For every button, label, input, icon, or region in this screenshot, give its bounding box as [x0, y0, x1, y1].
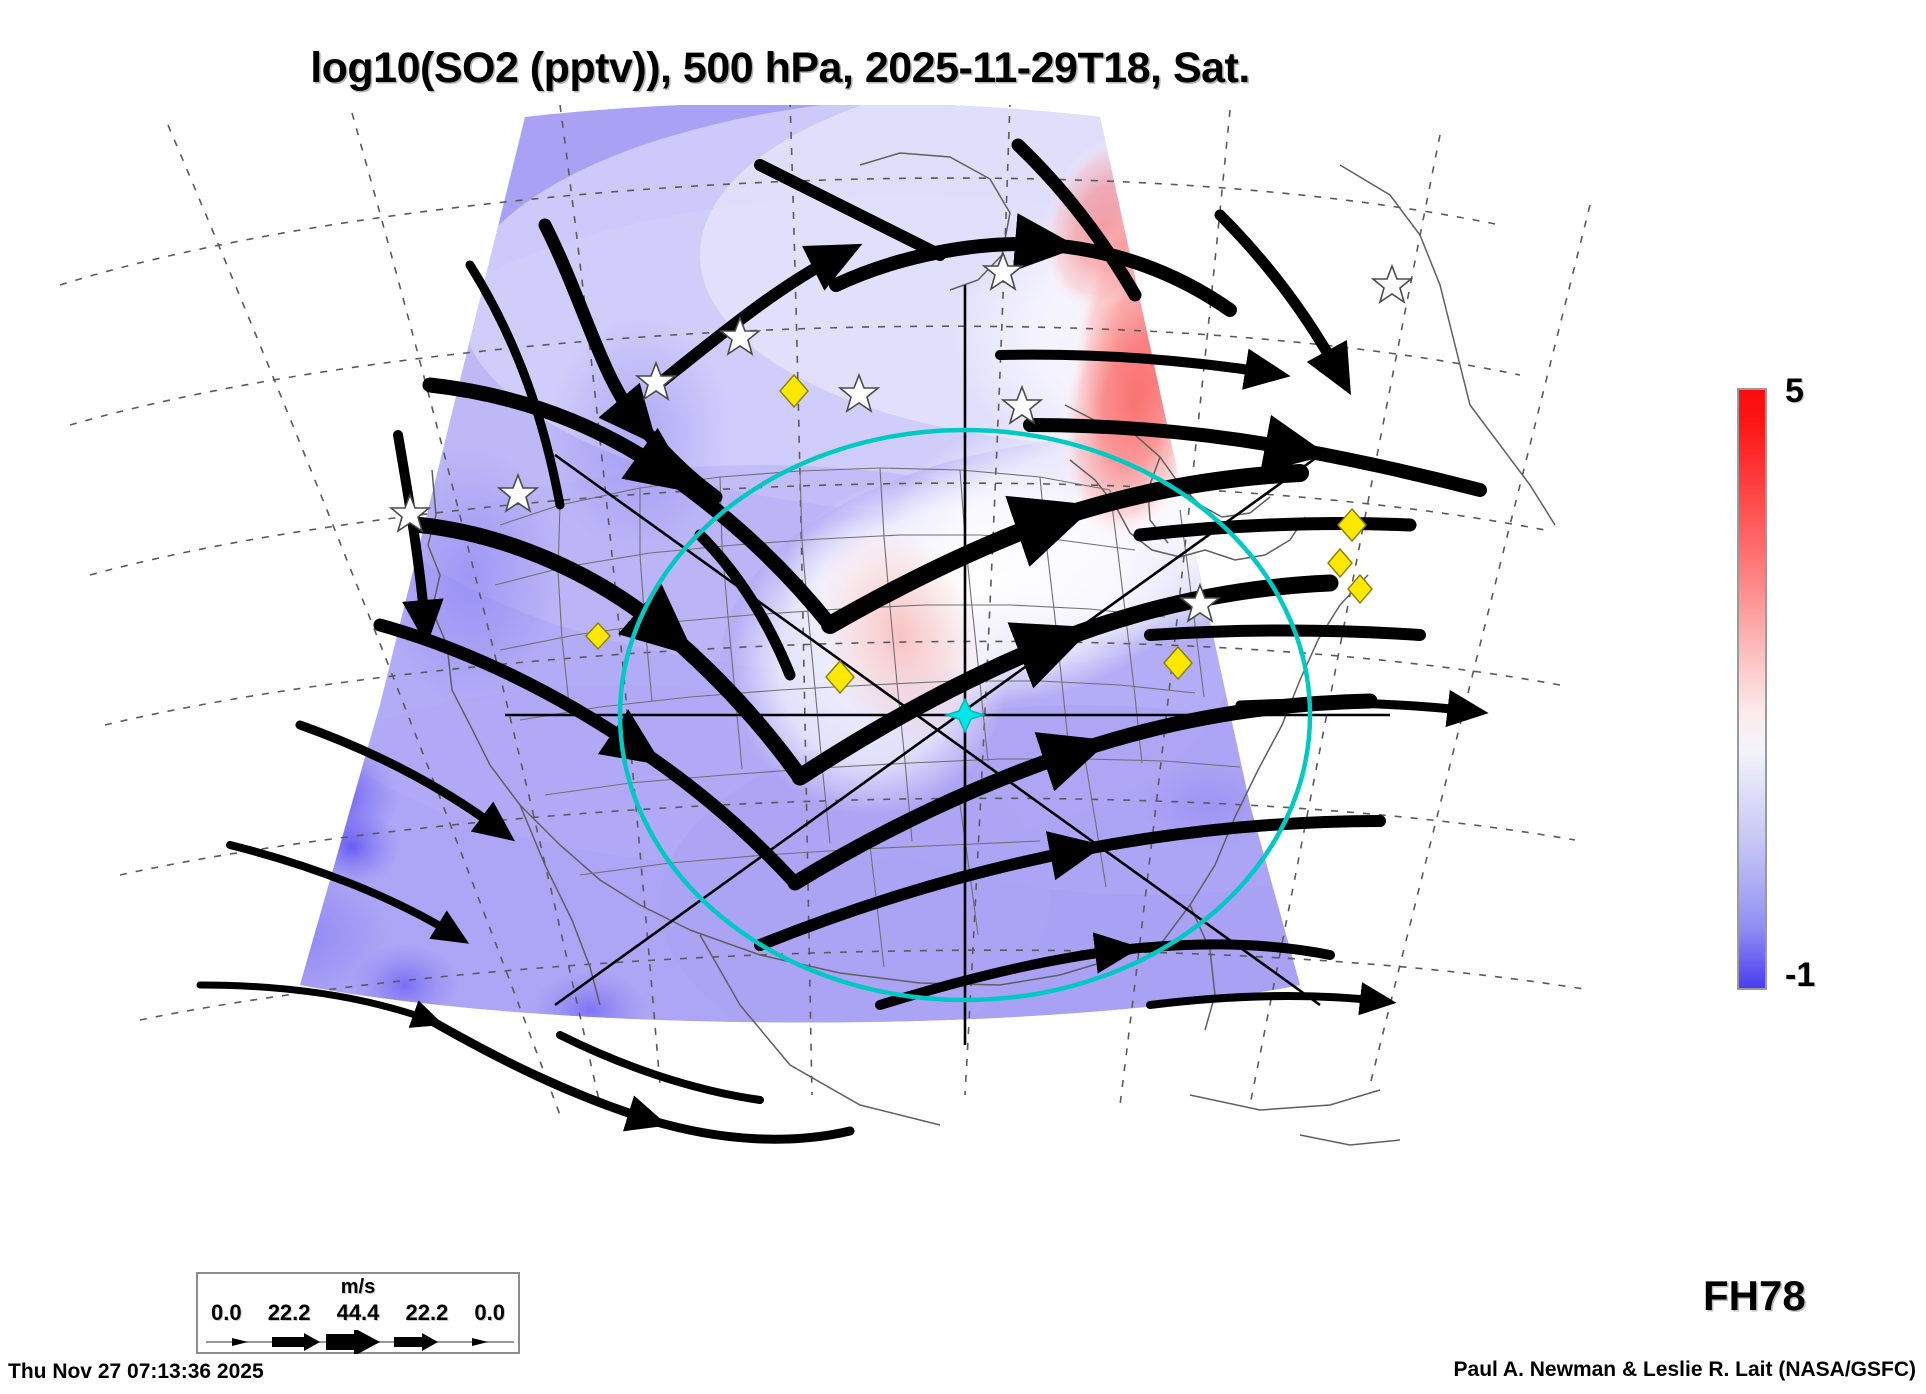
page-title: log10(SO2 (pptv)), 500 hPa, 2025-11-29T1… — [310, 44, 1250, 92]
station-markers[interactable] — [388, 250, 1414, 623]
wind-legend-arrow-scale — [206, 1330, 514, 1354]
forecast-map[interactable] — [0, 105, 1620, 1265]
station-marker[interactable] — [634, 360, 678, 401]
colorbar-max-label: 5 — [1785, 372, 1804, 410]
colorbar-gradient — [1737, 388, 1767, 990]
credit-line: Paul A. Newman & Leslie R. Lait (NASA/GS… — [1453, 1358, 1916, 1381]
station-marker[interactable] — [718, 315, 762, 356]
map-borders — [427, 152, 1556, 1146]
station-marker[interactable] — [1000, 384, 1044, 425]
range-ring — [617, 427, 1313, 1003]
wind-legend-ticks: 0.0 22.2 44.4 22.2 0.0 — [198, 1300, 518, 1326]
wind-tick-1: 22.2 — [267, 1300, 311, 1325]
site-marker[interactable] — [1337, 507, 1367, 543]
site-marker[interactable] — [1163, 645, 1193, 681]
site-marker[interactable] — [1347, 573, 1373, 605]
station-marker[interactable] — [496, 472, 540, 513]
forecast-hour-label: FH78 — [1703, 1272, 1806, 1319]
site-marker[interactable] — [1327, 547, 1353, 579]
wind-tick-4: 0.0 — [474, 1300, 505, 1325]
wind-streamlines — [196, 138, 1489, 1144]
wind-speed-legend: m/s 0.0 22.2 44.4 22.2 0.0 — [196, 1272, 520, 1354]
site-markers[interactable] — [585, 373, 1373, 695]
station-marker[interactable] — [1178, 582, 1222, 623]
site-marker[interactable] — [585, 621, 611, 651]
wind-tick-0: 0.0 — [211, 1300, 242, 1325]
wind-tick-3: 22.2 — [405, 1300, 449, 1325]
wind-legend-unit: m/s — [340, 1276, 376, 1298]
run-timestamp: Thu Nov 27 07:13:36 2025 — [8, 1360, 264, 1383]
center-station-marker[interactable] — [943, 697, 987, 734]
colorbar-min-label: -1 — [1785, 956, 1816, 994]
site-marker[interactable] — [779, 373, 809, 409]
station-marker[interactable] — [388, 492, 432, 533]
wind-tick-2: 44.4 — [336, 1300, 380, 1325]
colorbar: 5 -1 — [1737, 372, 1926, 998]
map-panel[interactable] — [0, 105, 1620, 1265]
station-marker[interactable] — [981, 250, 1025, 291]
site-marker[interactable] — [825, 659, 855, 695]
station-marker[interactable] — [837, 372, 881, 413]
station-marker[interactable] — [1370, 263, 1414, 304]
